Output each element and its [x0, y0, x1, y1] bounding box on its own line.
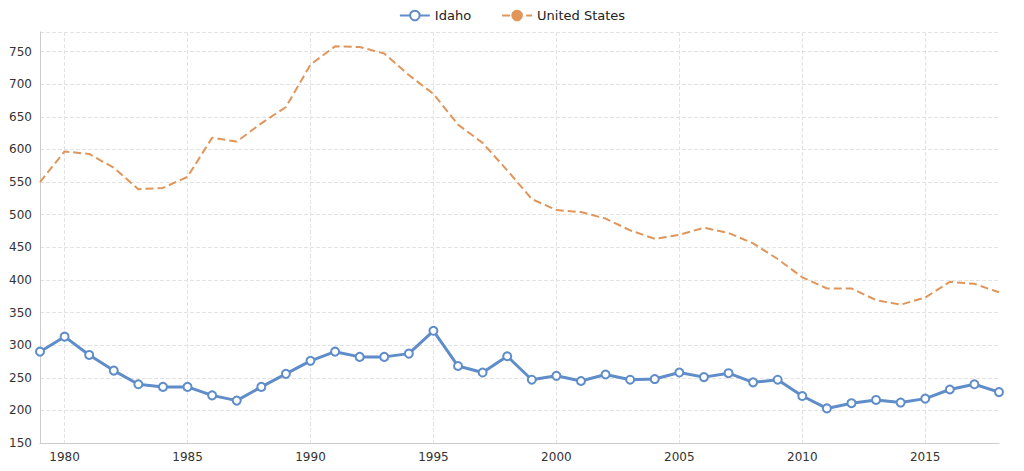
svg-text:600: 600 [9, 142, 32, 156]
svg-text:United States: United States [537, 8, 625, 23]
svg-text:1990: 1990 [295, 450, 326, 464]
svg-text:2015: 2015 [910, 450, 941, 464]
svg-text:Idaho: Idaho [435, 8, 471, 23]
svg-text:550: 550 [9, 175, 32, 189]
svg-text:2010: 2010 [787, 450, 818, 464]
svg-text:650: 650 [9, 110, 32, 124]
svg-text:250: 250 [9, 371, 32, 385]
svg-text:1995: 1995 [418, 450, 449, 464]
svg-text:200: 200 [9, 403, 32, 417]
svg-text:150: 150 [9, 436, 32, 450]
svg-text:350: 350 [9, 306, 32, 320]
svg-text:300: 300 [9, 338, 32, 352]
svg-text:1980: 1980 [49, 450, 80, 464]
svg-text:750: 750 [9, 45, 32, 59]
svg-text:400: 400 [9, 273, 32, 287]
svg-text:500: 500 [9, 208, 32, 222]
svg-text:2005: 2005 [664, 450, 695, 464]
svg-text:2000: 2000 [541, 450, 572, 464]
svg-text:700: 700 [9, 77, 32, 91]
svg-text:450: 450 [9, 240, 32, 254]
svg-text:1985: 1985 [172, 450, 203, 464]
